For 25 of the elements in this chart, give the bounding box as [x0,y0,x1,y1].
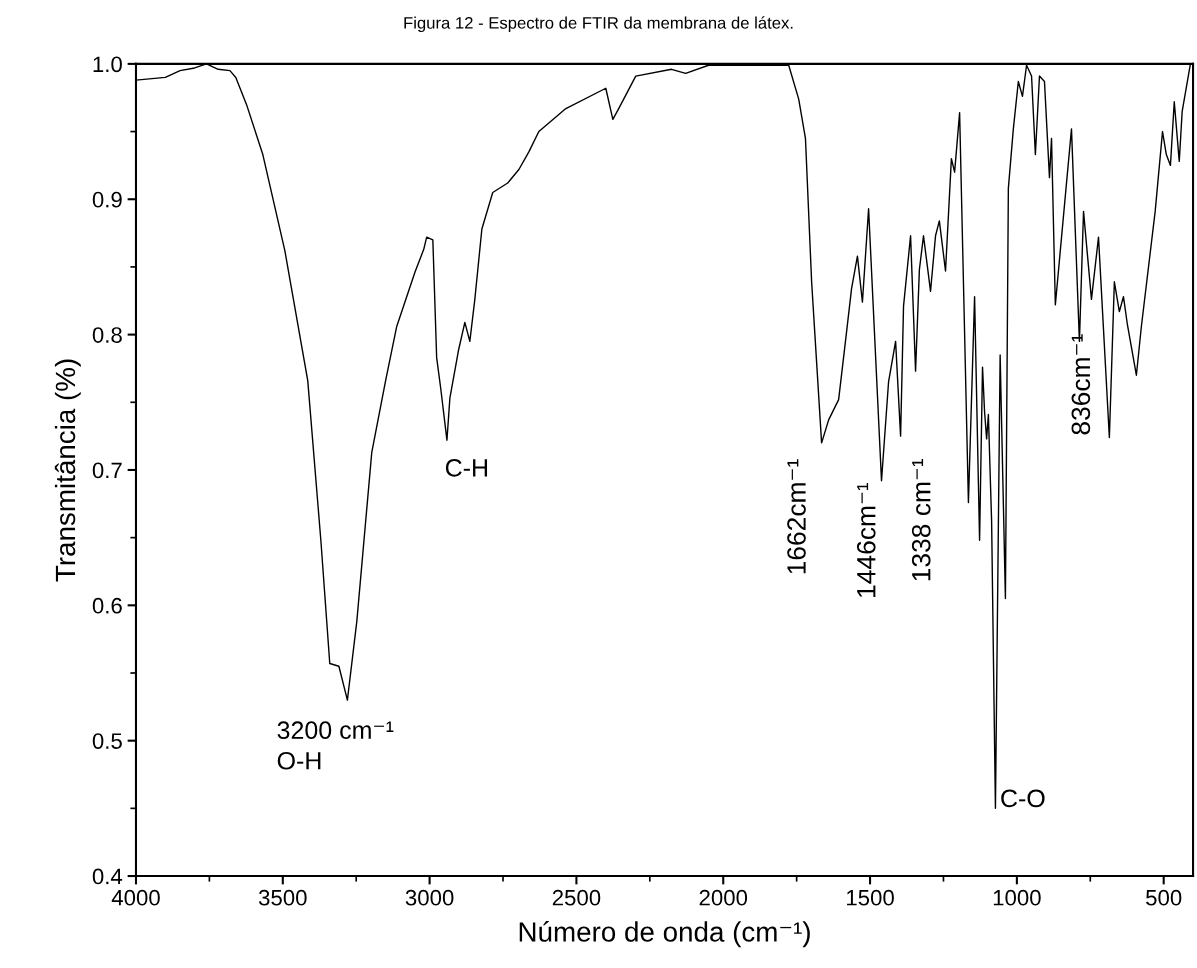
y-tick-label: 0.6 [92,597,122,614]
y-tick-label: 0.4 [92,868,123,885]
annotation: 1338 cm⁻¹ [911,458,931,581]
x-tick-label: 1500 [847,889,894,906]
y-tick-label: 0.7 [92,462,122,479]
x-tick-label: 3000 [405,889,454,906]
annotation: 836cm⁻¹ [1071,334,1091,435]
y-tick-label: 0.5 [92,733,122,749]
chart-title: Figura 12 - Espectro de FTIR da membrana de látex. [404,16,793,33]
annotation: C-H [445,458,488,477]
annotation: C-O [1001,789,1045,808]
x-tick-label: 4000 [111,889,160,906]
x-tick-label: 1000 [993,889,1041,906]
x-tick-label: 2500 [552,889,601,906]
x-axis-title: Número de onda (cm⁻¹) [519,921,810,948]
y-axis-title: Transmitância (%) [54,359,81,582]
annotation: 3200 cm⁻¹ O-H [277,721,394,770]
annotation: 1662cm⁻¹ [787,459,806,574]
y-tick-label: 0.8 [92,327,122,343]
x-tick-label: 500 [1146,889,1182,906]
y-tick-label: 0.9 [92,191,122,208]
x-tick-label: 3500 [258,889,307,906]
y-tick-label: 1.0 [93,56,122,73]
annotation: 1446cm⁻¹ [856,482,876,597]
x-tick-label: 2000 [699,889,748,906]
